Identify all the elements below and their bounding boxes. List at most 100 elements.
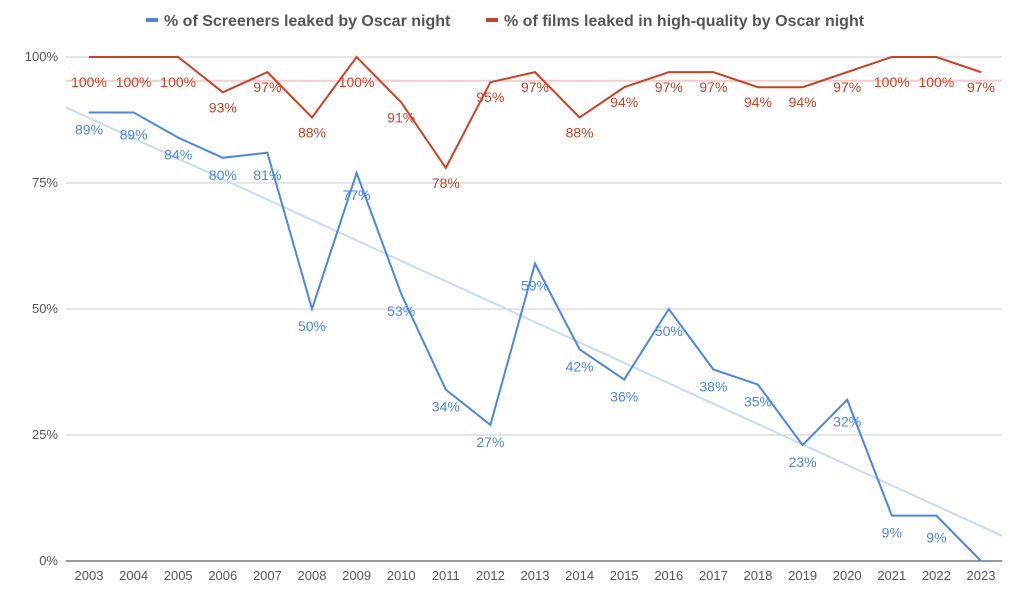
data-point <box>311 308 313 310</box>
data-point <box>980 560 982 562</box>
data-label: 53% <box>387 303 415 319</box>
data-label: 97% <box>967 79 995 95</box>
data-label: 32% <box>833 414 861 430</box>
data-point <box>891 515 893 517</box>
data-label: 88% <box>298 124 326 140</box>
x-tick-label: 2020 <box>833 568 862 583</box>
data-point <box>534 263 536 265</box>
data-label: 100% <box>874 74 910 90</box>
data-label: 97% <box>833 79 861 95</box>
data-label: 42% <box>566 358 594 374</box>
x-tick-label: 2023 <box>967 568 996 583</box>
data-label: 23% <box>789 454 817 470</box>
data-label: 100% <box>339 74 375 90</box>
data-point <box>356 172 358 174</box>
data-label: 94% <box>744 94 772 110</box>
x-tick-label: 2011 <box>432 568 460 583</box>
y-tick-label: 50% <box>32 301 58 316</box>
x-tick-label: 2004 <box>119 568 148 583</box>
data-point <box>266 152 268 154</box>
data-point <box>177 137 179 139</box>
data-point <box>891 56 893 58</box>
x-tick-label: 2012 <box>476 568 505 583</box>
data-label: 88% <box>566 124 594 140</box>
legend-label: % of Screeners leaked by Oscar night <box>164 13 451 30</box>
data-point <box>712 368 714 370</box>
x-tick-label: 2008 <box>298 568 327 583</box>
data-label: 50% <box>655 323 683 339</box>
x-tick-label: 2019 <box>788 568 817 583</box>
y-tick-label: 75% <box>32 175 58 190</box>
data-label: 97% <box>253 79 281 95</box>
data-label: 89% <box>75 121 103 137</box>
data-label: 38% <box>699 378 727 394</box>
data-point <box>623 379 625 381</box>
data-label: 36% <box>610 389 638 405</box>
data-label: 93% <box>209 99 237 115</box>
data-label: 77% <box>343 187 371 203</box>
data-label: 89% <box>120 126 148 142</box>
data-point <box>311 116 313 118</box>
data-label: 81% <box>253 167 281 183</box>
data-label: 27% <box>476 434 504 450</box>
data-label: 80% <box>209 167 237 183</box>
x-tick-label: 2014 <box>565 568 594 583</box>
data-point <box>400 293 402 295</box>
data-point <box>668 71 670 73</box>
data-label: 59% <box>521 278 549 294</box>
x-tick-label: 2007 <box>253 568 282 583</box>
x-tick-label: 2006 <box>208 568 237 583</box>
data-label: 35% <box>744 394 772 410</box>
x-tick-label: 2009 <box>342 568 371 583</box>
data-point <box>579 348 581 350</box>
data-point <box>489 81 491 83</box>
data-point <box>534 71 536 73</box>
data-point <box>935 56 937 58</box>
x-tick-label: 2016 <box>654 568 683 583</box>
data-label: 97% <box>699 79 727 95</box>
data-label: 84% <box>164 147 192 163</box>
data-label: 97% <box>521 79 549 95</box>
data-point <box>133 111 135 113</box>
legend-label: % of films leaked in high-quality by Osc… <box>504 13 865 30</box>
data-label: 78% <box>432 175 460 191</box>
data-point <box>668 308 670 310</box>
data-point <box>757 86 759 88</box>
data-label: 94% <box>610 94 638 110</box>
data-label: 50% <box>298 318 326 334</box>
data-label: 100% <box>160 74 196 90</box>
data-label: 100% <box>918 74 954 90</box>
data-point <box>980 71 982 73</box>
data-point <box>88 56 90 58</box>
data-label: 9% <box>882 525 902 541</box>
x-tick-label: 2003 <box>75 568 104 583</box>
data-point <box>445 389 447 391</box>
data-point <box>266 71 268 73</box>
data-point <box>802 444 804 446</box>
x-tick-label: 2005 <box>164 568 193 583</box>
data-point <box>712 71 714 73</box>
data-point <box>489 424 491 426</box>
data-label: 97% <box>655 79 683 95</box>
data-point <box>623 86 625 88</box>
data-point <box>935 515 937 517</box>
data-label: 95% <box>476 89 504 105</box>
x-tick-label: 2022 <box>922 568 951 583</box>
data-point <box>177 56 179 58</box>
data-point <box>846 399 848 401</box>
y-tick-label: 25% <box>32 427 58 442</box>
y-tick-label: 0% <box>39 553 58 568</box>
data-point <box>400 101 402 103</box>
trendline <box>65 106 1003 537</box>
data-label: 100% <box>71 74 107 90</box>
data-point <box>222 91 224 93</box>
data-point <box>88 111 90 113</box>
x-tick-label: 2017 <box>699 568 728 583</box>
data-point <box>846 71 848 73</box>
data-point <box>757 384 759 386</box>
data-point <box>222 157 224 159</box>
data-point <box>356 56 358 58</box>
data-label: 100% <box>116 74 152 90</box>
